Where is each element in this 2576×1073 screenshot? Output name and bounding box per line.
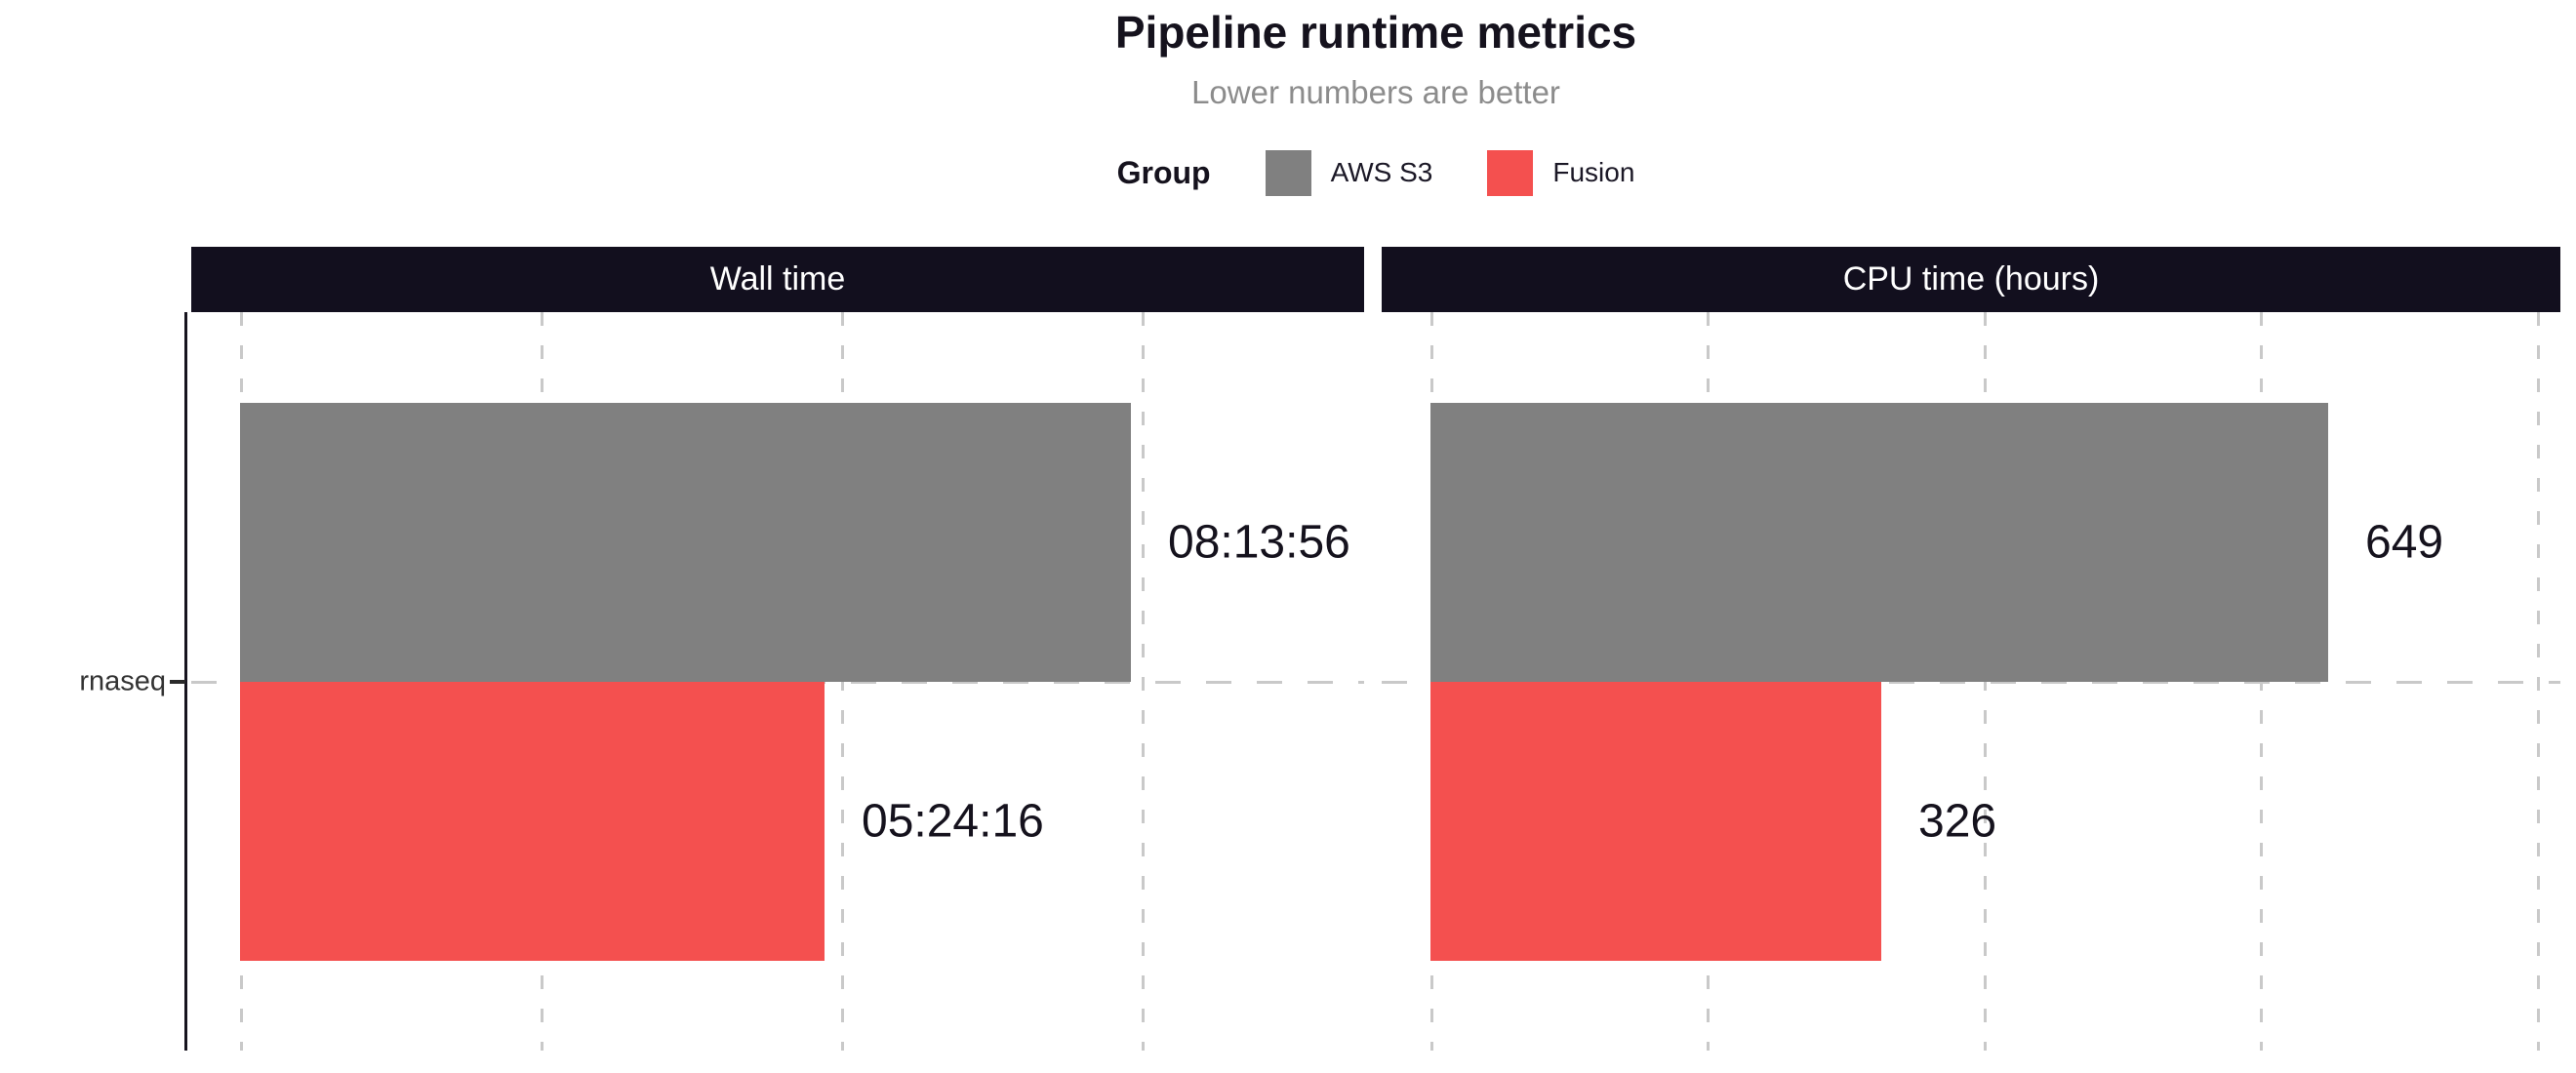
legend-swatch-aws-s3 bbox=[1265, 149, 1311, 196]
bar-value-label: 05:24:16 bbox=[862, 795, 1044, 848]
facet-wall-time: Wall time 08:13:56 05:24:16 bbox=[191, 247, 1364, 1051]
facet-strip-wall-time: Wall time bbox=[191, 247, 1364, 312]
facet-strip-cpu-time: CPU time (hours) bbox=[1382, 247, 2560, 312]
y-axis-line bbox=[184, 312, 187, 1051]
gridline-x bbox=[1142, 312, 1145, 1051]
legend-title: Group bbox=[1116, 154, 1211, 190]
legend-swatch-fusion bbox=[1487, 149, 1534, 196]
panel-wall-time: 08:13:56 05:24:16 bbox=[191, 312, 1364, 1051]
bar-fusion bbox=[240, 682, 825, 961]
chart-title: Pipeline runtime metrics bbox=[1114, 7, 1637, 58]
facet-cpu-time: CPU time (hours) 649 326 bbox=[1382, 247, 2560, 1051]
legend-label-aws-s3: AWS S3 bbox=[1330, 157, 1433, 187]
legend-item-fusion: Fusion bbox=[1487, 149, 1635, 196]
bar-value-label: 08:13:56 bbox=[1168, 516, 1350, 569]
chart-subtitle: Lower numbers are better bbox=[1191, 74, 1560, 110]
y-axis-tick bbox=[170, 680, 185, 684]
gridline-y-rnaseq bbox=[1382, 681, 2560, 684]
bar-fusion bbox=[1430, 682, 1881, 961]
panel-cpu-time: 649 326 bbox=[1382, 312, 2560, 1051]
gridline-x bbox=[2537, 312, 2540, 1051]
bar-value-label: 649 bbox=[2365, 516, 2444, 569]
bar-value-label: 326 bbox=[1918, 795, 1997, 848]
bar-aws-s3 bbox=[1430, 403, 2328, 682]
legend: Group AWS S3 Fusion bbox=[191, 148, 2560, 197]
legend-item-aws-s3: AWS S3 bbox=[1265, 149, 1433, 196]
legend-label-fusion: Fusion bbox=[1552, 157, 1635, 187]
bar-aws-s3 bbox=[240, 403, 1131, 682]
y-axis-tick-label: rnaseq bbox=[79, 665, 166, 697]
